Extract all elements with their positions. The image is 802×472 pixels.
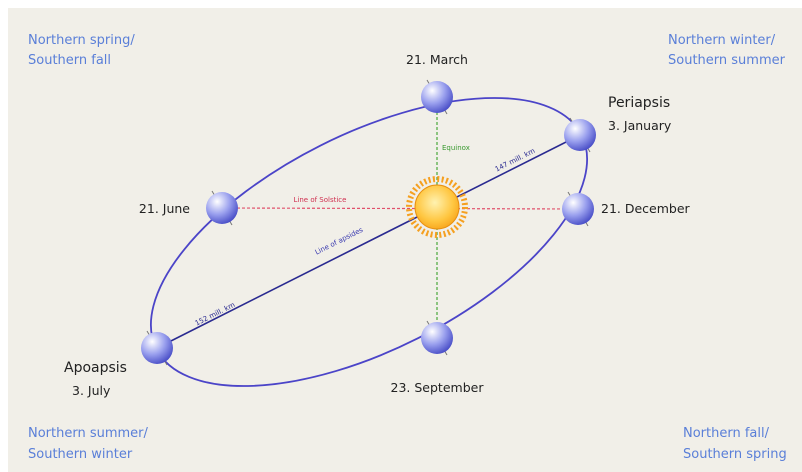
apoapsis-title: Apoapsis [64, 360, 127, 376]
corner-label: Northern winter/ [668, 33, 776, 48]
diagram: Northern spring/ Southern fall Northern … [0, 0, 802, 472]
corner-label: Northern summer/ [28, 426, 149, 441]
date-label: 23. September [391, 380, 485, 395]
corner-label: Southern summer [668, 53, 786, 68]
periapsis-date: 3. January [608, 118, 672, 133]
corner-label: Northern spring/ [28, 33, 135, 48]
corner-label: Southern fall [28, 53, 111, 68]
background [8, 8, 802, 472]
corner-label: Southern spring [683, 447, 787, 462]
corner-label: Northern fall/ [683, 426, 770, 441]
equinox-label: Equinox [442, 144, 470, 152]
date-label: 21. March [406, 52, 468, 67]
solstice-label: Line of Solstice [294, 196, 347, 204]
corner-label: Southern winter [28, 447, 133, 462]
periapsis-title: Periapsis [608, 95, 670, 111]
date-label: 21. December [601, 201, 691, 216]
apoapsis-date: 3. July [72, 383, 111, 398]
date-label: 21. June [139, 201, 190, 216]
